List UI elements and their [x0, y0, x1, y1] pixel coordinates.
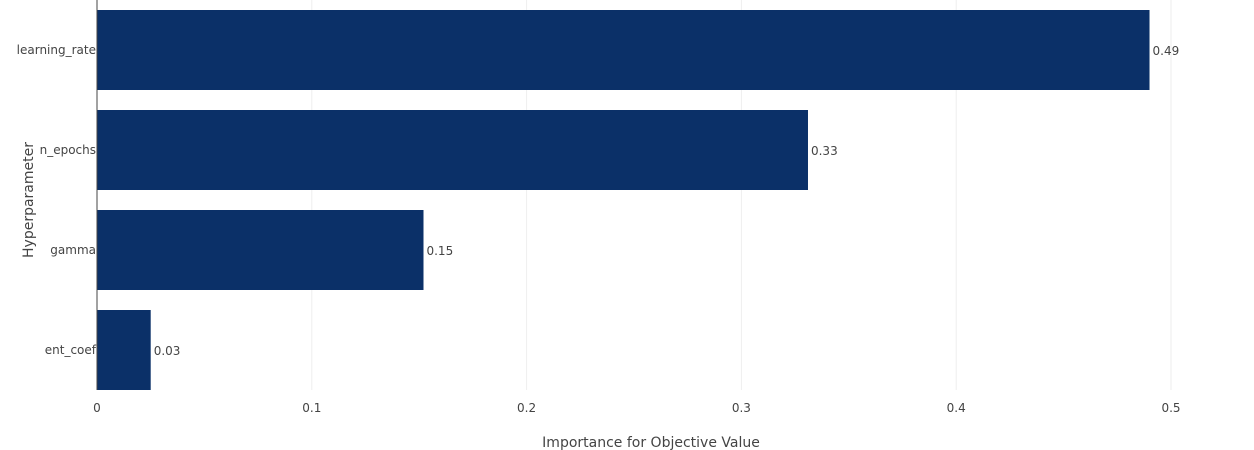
x-tick-5: 0.5 — [1161, 401, 1180, 415]
bar-gamma — [97, 210, 424, 290]
value-label-ent_coef: 0.03 — [154, 344, 181, 358]
y-axis-title: Hyperparameter — [21, 142, 37, 258]
value-label-n_epochs: 0.33 — [811, 144, 838, 158]
bar-ent_coef — [97, 310, 151, 390]
y-tick-gamma: gamma — [50, 243, 96, 257]
y-tick-learning_rate: learning_rate — [17, 43, 96, 57]
x-tick-2: 0.2 — [517, 401, 536, 415]
x-tick-0: 0 — [93, 401, 101, 415]
bar-value-labels: 0.49 0.33 0.15 0.03 — [154, 44, 1180, 358]
x-tick-3: 0.3 — [732, 401, 751, 415]
y-tick-ent_coef: ent_coef — [45, 343, 97, 357]
value-label-learning_rate: 0.49 — [1153, 44, 1180, 58]
bars — [97, 10, 1150, 390]
x-tick-labels: 0 0.1 0.2 0.3 0.4 0.5 — [93, 401, 1180, 415]
x-tick-4: 0.4 — [947, 401, 966, 415]
value-label-gamma: 0.15 — [426, 244, 453, 258]
x-tick-1: 0.1 — [302, 401, 321, 415]
bar-n_epochs — [97, 110, 808, 190]
bar-learning_rate — [97, 10, 1150, 90]
x-axis-title: Importance for Objective Value — [542, 435, 760, 450]
y-tick-n_epochs: n_epochs — [40, 143, 96, 157]
